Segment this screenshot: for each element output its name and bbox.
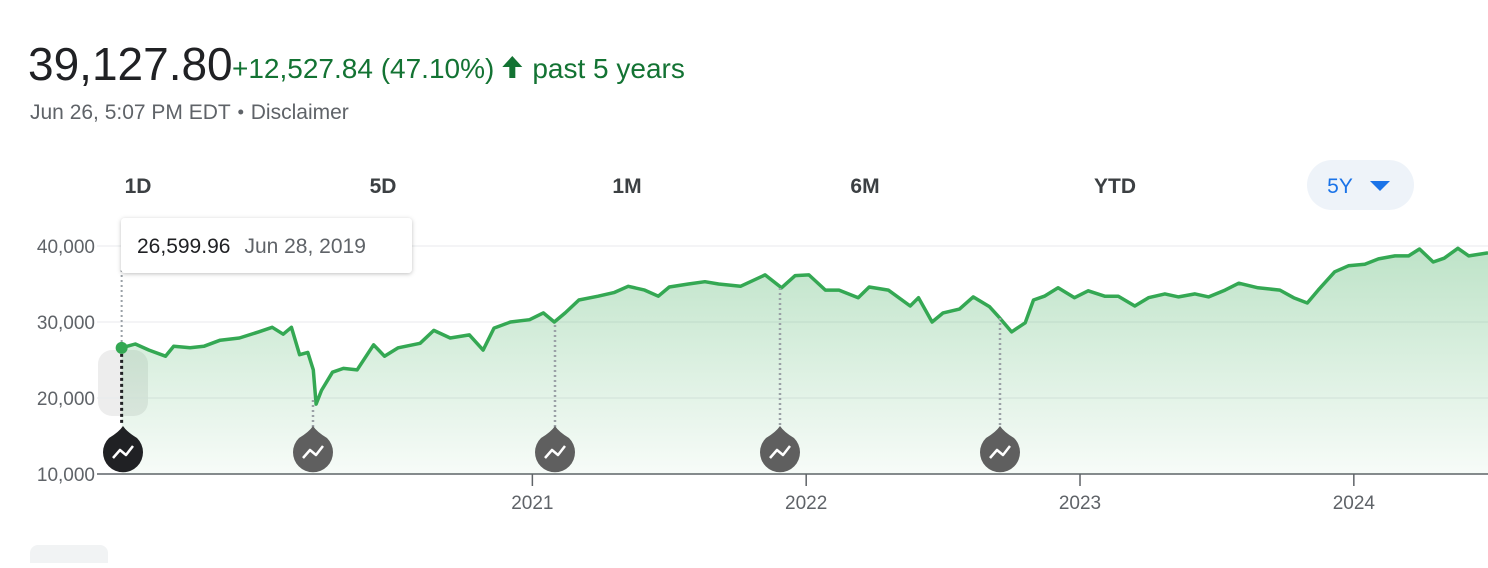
selected-range-pill [1307,160,1414,210]
area-fill [121,248,1488,474]
y-tick-label: 30,000 [37,313,95,334]
timestamp: Jun 26, 5:07 PM EDT [30,101,231,124]
range-tab[interactable]: YTD [1094,175,1136,198]
price: 39,127.80 [28,38,233,90]
up-arrow [502,56,523,78]
x-tick-label: 2024 [1333,493,1376,514]
period: past 5 years [532,53,685,84]
pin-icon [989,445,1011,459]
pin-body [760,426,800,473]
pin-body [535,426,575,473]
range-tab[interactable]: 5D [370,175,397,198]
separator [238,109,244,115]
tooltip-box [121,218,412,273]
price-change: +12,527.84 (47.10%) [232,53,494,84]
range-tab[interactable]: 6M [850,175,879,198]
pin-icon [112,445,134,459]
pin-icon [769,445,791,459]
y-tick-label: 40,000 [37,237,95,258]
dropdown-caret[interactable] [1370,181,1390,191]
pin-icon [302,445,324,459]
price-line [121,246,1488,406]
pin-body [103,426,143,473]
x-tick-label: 2023 [1059,493,1101,514]
button-stub[interactable] [30,545,108,568]
range-tab[interactable]: 1D [125,175,152,198]
range-tab[interactable]: 1M [612,175,641,198]
range-tab[interactable]: 5Y [1327,175,1353,198]
pin-body [293,426,333,473]
x-tick-label: 2022 [785,493,827,514]
tooltip-date: Jun 28, 2019 [244,235,365,258]
y-tick-label: 10,000 [37,465,95,486]
news-pin[interactable] [103,426,143,473]
tooltip-value: 26,599.96 [137,235,230,258]
y-tick-label: 20,000 [37,389,95,410]
hover-point [115,341,128,354]
news-pin[interactable] [535,426,575,473]
news-pin[interactable] [980,426,1020,473]
pin-body [980,426,1020,473]
disclaimer-link[interactable]: Disclaimer [251,101,349,124]
x-tick-label: 2021 [511,493,553,514]
pin-icon [544,445,566,459]
tooltip: 26,599.96 Jun 28, 2019 [121,218,412,273]
news-pin[interactable] [760,426,800,473]
news-pin[interactable] [293,426,333,473]
